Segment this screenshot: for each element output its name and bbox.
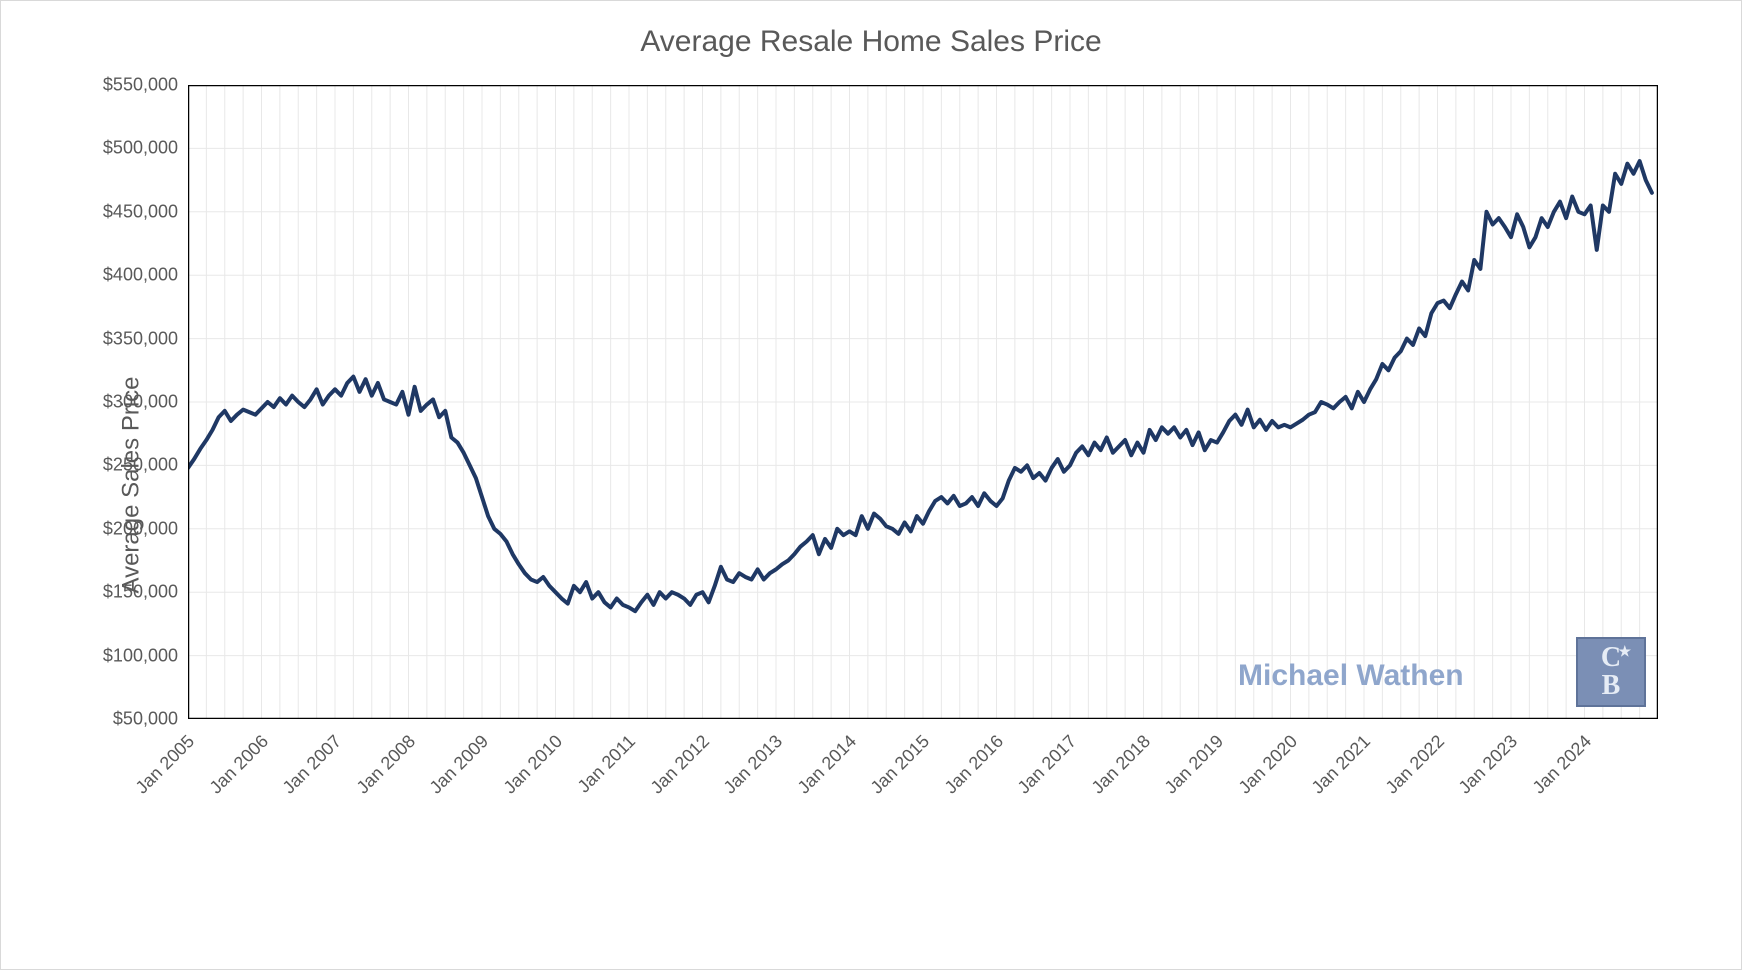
watermark-text: Michael Wathen (1238, 659, 1464, 693)
y-tick-label: $450,000 (68, 201, 178, 222)
x-tick-label: Jan 2005 (132, 731, 199, 798)
y-tick-label: $300,000 (68, 392, 178, 413)
y-tick-label: $200,000 (68, 518, 178, 539)
x-tick-label: Jan 2017 (1014, 731, 1081, 798)
chart-container: Average Resale Home Sales Price Average … (0, 0, 1742, 970)
x-tick-label: Jan 2022 (1381, 731, 1448, 798)
x-tick-label: Jan 2016 (940, 731, 1007, 798)
y-tick-label: $150,000 (68, 582, 178, 603)
x-tick-label: Jan 2006 (205, 731, 272, 798)
price-line (188, 161, 1652, 611)
y-tick-label: $500,000 (68, 138, 178, 159)
plot-area (188, 85, 1658, 719)
y-tick-label: $50,000 (68, 709, 178, 730)
x-tick-label: Jan 2011 (574, 731, 640, 797)
y-tick-label: $550,000 (68, 75, 178, 96)
x-tick-label: Jan 2014 (793, 731, 860, 798)
x-tick-label: Jan 2013 (720, 731, 787, 798)
chart-svg (188, 85, 1658, 719)
y-tick-label: $350,000 (68, 328, 178, 349)
brand-logo-text: C★ B (1601, 644, 1621, 700)
x-tick-label: Jan 2007 (279, 731, 346, 798)
x-tick-label: Jan 2023 (1455, 731, 1522, 798)
y-tick-label: $400,000 (68, 265, 178, 286)
x-tick-label: Jan 2008 (352, 731, 419, 798)
x-tick-label: Jan 2015 (867, 731, 934, 798)
x-tick-label: Jan 2010 (499, 731, 566, 798)
x-tick-label: Jan 2024 (1528, 731, 1595, 798)
brand-logo: C★ B (1576, 637, 1646, 707)
x-tick-label: Jan 2019 (1161, 731, 1228, 798)
x-tick-label: Jan 2009 (426, 731, 493, 798)
x-tick-label: Jan 2018 (1087, 731, 1154, 798)
x-tick-label: Jan 2020 (1234, 731, 1301, 798)
x-tick-label: Jan 2012 (646, 731, 713, 798)
y-tick-label: $100,000 (68, 645, 178, 666)
logo-star-icon: ★ (1619, 646, 1632, 660)
x-tick-label: Jan 2021 (1308, 731, 1375, 798)
y-tick-label: $250,000 (68, 455, 178, 476)
chart-title: Average Resale Home Sales Price (1, 25, 1741, 59)
logo-letter-b: B (1602, 670, 1621, 701)
